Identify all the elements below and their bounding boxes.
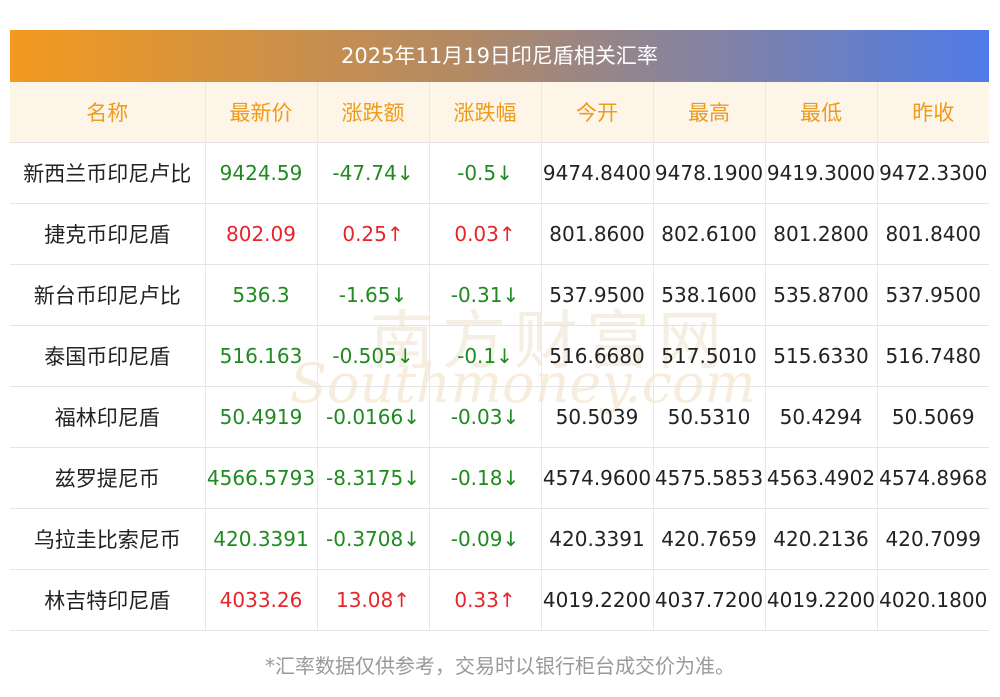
cell-latest: 4566.5793	[205, 447, 318, 509]
cell-name: 泰国币印尼盾	[10, 325, 206, 387]
cell-prev-close: 801.8400	[877, 203, 989, 265]
cell-prev-close: 4574.8968	[877, 447, 989, 509]
header-open: 今开	[541, 82, 654, 143]
rate-table-container: 2025年11月19日印尼盾相关汇率 名称 最新价 涨跌额 涨跌幅 今开 最高 …	[10, 30, 989, 631]
table-row: 新台币印尼卢比 536.3 -1.65↓ -0.31↓ 537.9500 538.1600…	[10, 264, 989, 326]
cell-open: 4574.9600	[541, 447, 654, 509]
cell-prev-close: 516.7480	[877, 325, 989, 387]
cell-open: 516.6680	[541, 325, 654, 387]
cell-change-pct: -0.18↓	[429, 447, 542, 509]
cell-open: 537.9500	[541, 264, 654, 326]
cell-latest: 9424.59	[205, 142, 318, 204]
cell-change: 13.08↑	[317, 569, 430, 631]
header-change-pct: 涨跌幅	[429, 82, 542, 143]
cell-name: 兹罗提尼币	[10, 447, 206, 509]
rate-table: 名称 最新价 涨跌额 涨跌幅 今开 最高 最低 昨收 新西兰币印尼卢比 9424.…	[10, 82, 989, 631]
cell-high: 4037.7200	[653, 569, 766, 631]
cell-name: 林吉特印尼盾	[10, 569, 206, 631]
header-prev-close: 昨收	[877, 82, 989, 143]
table-row: 捷克币印尼盾 802.09 0.25↑ 0.03↑ 801.8600 802.6100 80…	[10, 203, 989, 265]
cell-prev-close: 4020.1800	[877, 569, 989, 631]
cell-change: -0.0166↓	[317, 386, 430, 448]
cell-name: 乌拉圭比索尼币	[10, 508, 206, 570]
cell-change-pct: -0.5↓	[429, 142, 542, 204]
header-high: 最高	[653, 82, 766, 143]
cell-high: 420.7659	[653, 508, 766, 570]
table-title: 2025年11月19日印尼盾相关汇率	[10, 30, 989, 82]
cell-change-pct: 0.33↑	[429, 569, 542, 631]
cell-change: -1.65↓	[317, 264, 430, 326]
cell-low: 801.2800	[765, 203, 878, 265]
header-name: 名称	[10, 82, 206, 143]
table-row: 泰国币印尼盾 516.163 -0.505↓ -0.1↓ 516.6680 517.501…	[10, 325, 989, 387]
table-row: 新西兰币印尼卢比 9424.59 -47.74↓ -0.5↓ 9474.8400 9478…	[10, 142, 989, 204]
cell-high: 9478.1900	[653, 142, 766, 204]
cell-change: -0.3708↓	[317, 508, 430, 570]
cell-change-pct: -0.03↓	[429, 386, 542, 448]
cell-latest: 802.09	[205, 203, 318, 265]
cell-high: 50.5310	[653, 386, 766, 448]
cell-high: 517.5010	[653, 325, 766, 387]
table-row: 林吉特印尼盾 4033.26 13.08↑ 0.33↑ 4019.2200 4037.72…	[10, 569, 989, 631]
table-body: 新西兰币印尼卢比 9424.59 -47.74↓ -0.5↓ 9474.8400 9478…	[10, 142, 989, 631]
header-low: 最低	[765, 82, 878, 143]
table-row: 福林印尼盾 50.4919 -0.0166↓ -0.03↓ 50.5039 50.5310…	[10, 386, 989, 448]
cell-low: 4563.4902	[765, 447, 878, 509]
cell-latest: 50.4919	[205, 386, 318, 448]
cell-change: -8.3175↓	[317, 447, 430, 509]
cell-low: 515.6330	[765, 325, 878, 387]
cell-change-pct: -0.31↓	[429, 264, 542, 326]
cell-latest: 516.163	[205, 325, 318, 387]
cell-change-pct: 0.03↑	[429, 203, 542, 265]
cell-name: 福林印尼盾	[10, 386, 206, 448]
header-latest: 最新价	[205, 82, 318, 143]
cell-open: 9474.8400	[541, 142, 654, 204]
cell-change: 0.25↑	[317, 203, 430, 265]
cell-change-pct: -0.1↓	[429, 325, 542, 387]
cell-open: 420.3391	[541, 508, 654, 570]
table-row: 兹罗提尼币 4566.5793 -8.3175↓ -0.18↓ 4574.9600 457…	[10, 447, 989, 509]
cell-change: -47.74↓	[317, 142, 430, 204]
cell-latest: 536.3	[205, 264, 318, 326]
cell-low: 9419.3000	[765, 142, 878, 204]
cell-latest: 4033.26	[205, 569, 318, 631]
cell-low: 4019.2200	[765, 569, 878, 631]
table-row: 乌拉圭比索尼币 420.3391 -0.3708↓ -0.09↓ 420.3391 420…	[10, 508, 989, 570]
cell-name: 捷克币印尼盾	[10, 203, 206, 265]
cell-change: -0.505↓	[317, 325, 430, 387]
cell-name: 新台币印尼卢比	[10, 264, 206, 326]
footnote: *汇率数据仅供参考，交易时以银行柜台成交价为准。	[265, 654, 735, 678]
cell-name: 新西兰币印尼卢比	[10, 142, 206, 204]
cell-latest: 420.3391	[205, 508, 318, 570]
cell-high: 4575.5853	[653, 447, 766, 509]
cell-low: 535.8700	[765, 264, 878, 326]
cell-change-pct: -0.09↓	[429, 508, 542, 570]
cell-open: 801.8600	[541, 203, 654, 265]
cell-high: 802.6100	[653, 203, 766, 265]
cell-low: 50.4294	[765, 386, 878, 448]
cell-prev-close: 9472.3300	[877, 142, 989, 204]
cell-prev-close: 537.9500	[877, 264, 989, 326]
cell-high: 538.1600	[653, 264, 766, 326]
cell-open: 50.5039	[541, 386, 654, 448]
header-row: 名称 最新价 涨跌额 涨跌幅 今开 最高 最低 昨收	[10, 82, 989, 143]
header-change: 涨跌额	[317, 82, 430, 143]
cell-low: 420.2136	[765, 508, 878, 570]
cell-prev-close: 50.5069	[877, 386, 989, 448]
cell-prev-close: 420.7099	[877, 508, 989, 570]
cell-open: 4019.2200	[541, 569, 654, 631]
